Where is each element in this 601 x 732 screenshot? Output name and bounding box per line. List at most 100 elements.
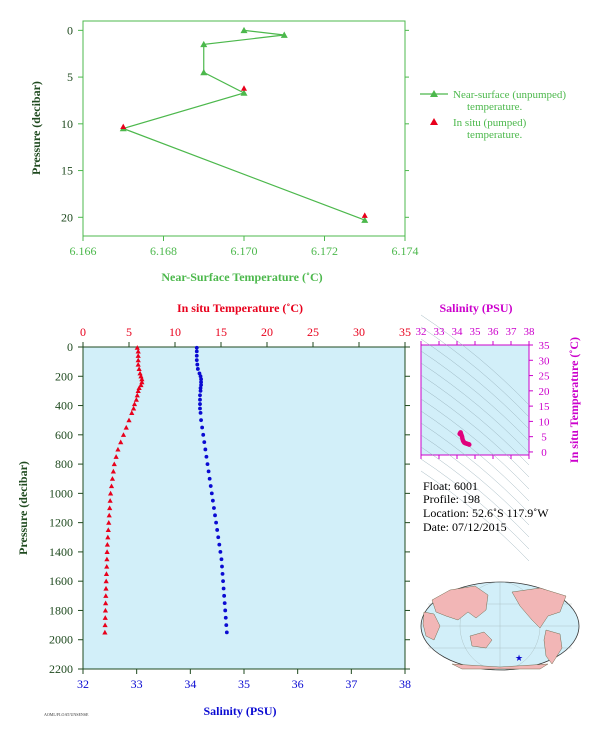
salinity-point bbox=[199, 383, 203, 387]
ts-temperature-tick-label: 0 bbox=[541, 447, 547, 459]
salinity-point bbox=[224, 630, 229, 635]
temperature-point bbox=[104, 563, 110, 569]
salinity-point bbox=[195, 367, 200, 371]
salinity-point bbox=[217, 542, 222, 547]
temperature-tick-label: 35 bbox=[399, 325, 411, 339]
density-contours bbox=[420, 314, 530, 562]
near-surface-point bbox=[200, 68, 208, 76]
ts-salinity-tick-label: 33 bbox=[434, 326, 446, 338]
near-surface-y-axis-label: Pressure (decibar) bbox=[29, 81, 43, 175]
temperature-point bbox=[138, 382, 144, 388]
temperature-point bbox=[134, 392, 140, 398]
density-contour-line bbox=[420, 374, 530, 466]
density-contour-line bbox=[420, 422, 530, 514]
temperature-tick-label: 30 bbox=[353, 325, 365, 339]
salinity-tick-label: 38 bbox=[399, 677, 411, 691]
temperature-point bbox=[108, 483, 115, 489]
ts-plot-area bbox=[420, 344, 530, 456]
near-surface-y-tick-label: 20 bbox=[61, 210, 73, 224]
ts-salinity-tick-label: 34 bbox=[452, 326, 464, 338]
pressure-tick-label: 2000 bbox=[49, 633, 73, 647]
temperature-tick-label: 0 bbox=[80, 325, 86, 339]
temperature-point bbox=[107, 505, 113, 511]
density-contour-line bbox=[420, 314, 530, 406]
temperature-point bbox=[103, 571, 110, 576]
pressure-tick-label: 1400 bbox=[49, 545, 73, 559]
near-surface-x-axis-label: Near-Surface Temperature (˚C) bbox=[161, 270, 322, 284]
temperature-x-axis-label: In situ Temperature (˚C) bbox=[177, 301, 303, 315]
temperature-tick-label: 15 bbox=[215, 325, 227, 339]
near-surface-x-tick-label: 6.174 bbox=[392, 244, 419, 258]
temperature-tick-label: 25 bbox=[307, 325, 319, 339]
ts-temperature-tick-label: 5 bbox=[541, 432, 547, 444]
density-contour-line bbox=[420, 326, 530, 418]
temperature-point bbox=[120, 432, 127, 437]
pressure-tick-label: 800 bbox=[55, 457, 73, 471]
salinity-point bbox=[199, 380, 203, 385]
salinity-point bbox=[194, 349, 199, 354]
legend-label-in-situ: In situ (pumped) temperature. bbox=[453, 117, 527, 141]
salinity-point bbox=[194, 345, 199, 350]
temperature-tick-label: 10 bbox=[169, 325, 181, 339]
near-surface-series bbox=[119, 26, 369, 223]
float-id: Float: 6001 bbox=[423, 479, 478, 493]
salinity-tick-label: 36 bbox=[292, 677, 304, 691]
near-surface-x-tick-label: 6.170 bbox=[231, 244, 258, 258]
ts-points-series bbox=[457, 430, 472, 447]
pressure-tick-label: 1800 bbox=[49, 603, 73, 617]
land-north-america bbox=[511, 587, 567, 629]
ts-temperature-tick-label: 25 bbox=[539, 371, 551, 383]
near-surface-point bbox=[240, 89, 248, 96]
near-surface-x-tick-label: 6.172 bbox=[311, 244, 338, 258]
salinity-point bbox=[208, 484, 213, 488]
salinity-profile-series bbox=[194, 345, 229, 635]
near-surface-x-ticks: 6.166 6.168 6.170 6.172 6.174 bbox=[70, 236, 419, 258]
salinity-point bbox=[195, 362, 200, 367]
ts-temperature-tick-label: 30 bbox=[539, 355, 551, 367]
temperature-point bbox=[110, 468, 116, 474]
legend-triangle-icon-in-situ bbox=[430, 118, 438, 125]
salinity-point bbox=[198, 406, 202, 411]
land-asia bbox=[431, 585, 489, 621]
near-surface-y-tick-label: 10 bbox=[61, 117, 73, 131]
temperature-point bbox=[136, 385, 142, 391]
near-surface-legend: Near-surface (unpumped) temperature. In s… bbox=[420, 89, 566, 141]
temperature-point bbox=[131, 401, 138, 407]
ts-temperature-tick-label: 15 bbox=[539, 401, 551, 413]
temperature-x-ticks: 0 5 10 15 20 25 30 35 bbox=[80, 325, 411, 347]
near-surface-point bbox=[200, 40, 208, 48]
salinity-point bbox=[222, 601, 227, 606]
ts-x-axis-label: Salinity (PSU) bbox=[439, 301, 512, 315]
salinity-point bbox=[202, 440, 207, 445]
map-land bbox=[422, 585, 567, 670]
pressure-tick-label: 1200 bbox=[49, 516, 73, 530]
temperature-point bbox=[103, 600, 109, 606]
near-surface-point bbox=[361, 216, 369, 223]
density-contour-line bbox=[420, 470, 530, 562]
pressure-tick-label: 1600 bbox=[49, 574, 73, 588]
salinity-point bbox=[199, 377, 203, 382]
location: Location: 52.6˚S 117.9˚W bbox=[423, 506, 549, 520]
salinity-point bbox=[198, 393, 202, 398]
in-situ-point bbox=[241, 85, 247, 91]
in-situ-point bbox=[120, 123, 127, 130]
ts-salinity-tick-label: 37 bbox=[506, 326, 518, 338]
density-contour-line bbox=[420, 398, 530, 490]
temperature-point bbox=[106, 512, 112, 518]
salinity-point bbox=[216, 535, 221, 540]
land-australia bbox=[469, 631, 493, 649]
salinity-point bbox=[221, 579, 225, 584]
temperature-point bbox=[135, 388, 141, 393]
ts-salinity-ticks: 32 33 34 35 36 37 38 bbox=[416, 326, 535, 459]
near-surface-x-tick-label: 6.168 bbox=[150, 244, 177, 258]
near-surface-x-tick-label: 6.166 bbox=[70, 244, 97, 258]
temperature-point bbox=[103, 585, 109, 591]
pressure-tick-label: 1000 bbox=[49, 486, 73, 500]
salinity-point bbox=[197, 371, 202, 376]
temperature-point bbox=[106, 520, 112, 525]
near-surface-chart: 6.166 6.168 6.170 6.172 6.174 0 5 10 15 20 Near-… bbox=[29, 20, 566, 284]
temperature-point bbox=[118, 439, 124, 445]
salinity-point bbox=[198, 374, 203, 379]
near-surface-y-ticks: 0 5 10 15 20 bbox=[61, 23, 409, 224]
